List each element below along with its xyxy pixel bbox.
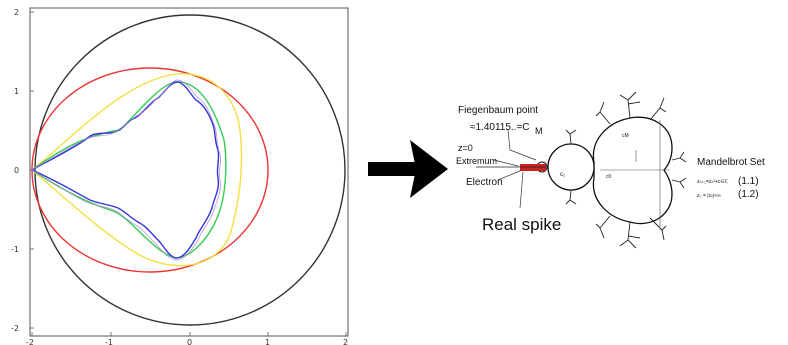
x-tick-label: 1 [265,338,270,345]
y-tick-label: -1 [11,245,19,254]
mandelbrot-diagram: c₁ cM c0 Fiegenbaum point ≈1.40115..=C M… [456,91,765,249]
equation-2-text: z₀ = |zₙ|<∞ [697,193,721,199]
real-spike-label: Real spike [482,215,561,234]
fractal-filaments [565,91,687,249]
real-spike-highlight [520,164,546,171]
mandelbrot-set-title: Mandelbrot Set [697,157,765,168]
extremum-label: Extremum [456,156,497,166]
x-tick-label: -2 [26,338,34,345]
equation-1-text: zₙ₊₁=zₙ²+c∈ℂ [697,179,729,185]
lemniscate-plot: 2 1 0 -1 -2 -2 -1 0 1 2 [11,7,349,345]
electron-label: Electron [466,177,503,188]
inner-label-c0: c0 [606,174,612,180]
equation-2-number: (1.2) [738,189,759,200]
equation-1-number: (1.1) [738,176,759,187]
feigenbaum-value: ≈1.40115..=C [470,122,530,133]
feigenbaum-label: Fiegenbaum point [458,105,538,116]
inner-label-c1: c₁ [560,172,565,178]
y-tick-label: 0 [14,166,19,175]
right-arrow-icon [368,140,448,198]
yellow-curve [30,73,243,267]
z0-label: z=0 [458,143,473,153]
label-pointers [493,129,537,209]
plot-frame [29,7,349,337]
y-tick-label: -2 [11,324,19,333]
feigenbaum-subscript: M [535,126,543,136]
inner-label-cm: cM [622,133,629,139]
blue-curve [30,81,220,259]
y-tick-label: 2 [14,8,19,17]
period-two-bulb [547,143,595,191]
x-tick-label: -1 [105,338,113,345]
x-tick-label: 0 [187,338,192,345]
purple-curve [31,79,222,261]
x-tick-label: 2 [343,338,348,345]
cardioid-guides [600,120,670,230]
y-tick-label: 1 [14,87,19,96]
outer-circle-curve [34,14,346,326]
